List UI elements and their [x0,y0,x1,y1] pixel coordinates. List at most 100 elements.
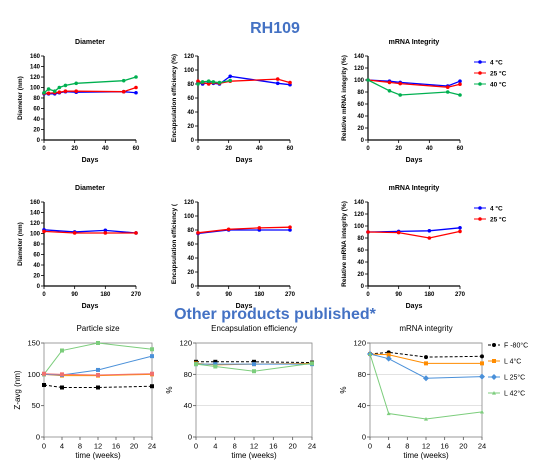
series-5 [42,371,154,377]
x-tick-label: 0 [366,146,370,152]
y-tick-label: 80 [187,228,194,234]
x-tick-label: 20 [459,442,467,451]
data-point [423,375,429,382]
data-point [458,79,462,83]
legend-marker [478,206,482,210]
data-point [72,231,77,235]
data-point [103,231,108,235]
x-tick-label: 4 [213,442,217,451]
data-point [479,373,485,380]
y-tick-label: 100 [27,370,40,379]
y-axis-label: % [165,386,174,393]
y-tick-label: 80 [33,96,40,102]
x-tick-label: 90 [71,292,78,298]
y-axis-label: Encapsulation efficiency ( [171,203,178,284]
data-point [96,385,100,390]
series-line [43,76,137,94]
y-tick-label: 40 [357,114,364,120]
y-tick-label: 20 [33,274,40,280]
y-axis-label: Relative mRNA integrity (%) [341,201,348,287]
legend-label: 4 °C [490,59,503,67]
data-point [206,79,211,83]
x-tick-label: 20 [395,146,402,152]
legend-marker [478,60,482,64]
data-point [213,364,218,369]
x-tick-label: 90 [225,292,232,298]
series-line [43,230,136,234]
data-point [480,409,484,414]
series-4 [194,361,314,374]
data-point [424,355,428,360]
y-tick-label: 80 [357,236,364,242]
y-tick-label: 0 [191,138,195,144]
y-tick-label: 100 [30,86,41,92]
y-tick-label: 120 [179,339,192,348]
x-tick-label: 0 [366,292,370,298]
x-tick-label: 40 [256,146,263,152]
series-line [43,229,137,234]
y-tick-label: 40 [184,401,192,410]
y-tick-label: 60 [187,96,194,102]
chart-6: 0 90 180 270 0 20 40 60 80 100 120 140 mRNA Integrit… [341,185,507,310]
data-point [398,81,403,86]
x-tick-label: 20 [288,442,296,451]
x-tick-label: 4 [387,442,391,451]
data-point [385,355,392,362]
x-axis-label: Days [406,303,423,310]
x-tick-label: 60 [457,146,464,152]
legend-marker [492,391,496,395]
data-point [96,367,100,372]
data-point [96,372,100,377]
y-tick-label: 140 [30,65,41,71]
y-tick-label: 140 [30,211,41,217]
y-axis-label: Diameter (nm) [17,76,24,120]
legend-label: L 4°C [504,358,521,366]
x-tick-label: 4 [60,442,64,451]
x-tick-label: 0 [196,146,200,152]
y-tick-label: 160 [30,54,41,60]
data-point [257,226,262,230]
x-axis-label: time (weeks) [403,451,449,460]
data-point [150,354,154,359]
legend-marker [492,359,496,363]
data-point [217,80,222,85]
chart-title: mRNA Integrity [389,39,440,46]
y-tick-label: 120 [184,54,195,60]
x-tick-label: 20 [130,442,138,451]
x-tick-label: 8 [78,442,82,451]
series-line [43,342,153,375]
legend: 4 °C 25 °C 40 °C [474,59,507,89]
series-line [369,351,483,358]
data-point [226,227,231,232]
x-tick-label: 0 [42,292,46,298]
x-tick-label: 8 [405,442,409,451]
data-point [288,225,292,229]
data-point [424,361,428,366]
y-tick-label: 40 [187,110,194,116]
x-axis-label: time (weeks) [75,451,121,460]
data-point [228,78,232,83]
y-tick-label: 60 [357,248,364,254]
data-point [398,93,403,97]
x-tick-label: 270 [131,292,142,298]
section-subtitle: Other products published* [174,306,376,323]
y-tick-label: 20 [187,270,194,276]
data-point [57,90,62,95]
x-tick-label: 60 [133,146,140,152]
chart-title: Diameter [75,39,105,46]
data-point [427,236,432,240]
y-tick-label: 20 [357,126,364,132]
legend-label: L 42°C [504,390,525,398]
chart-title: mRNA Integrity [389,185,440,192]
legend-label: 4 °C [490,205,503,213]
series-line [197,229,290,235]
data-point [134,90,138,95]
data-point [275,81,280,86]
data-point [74,89,78,93]
data-point [150,347,154,352]
data-point [46,87,51,91]
y-tick-label: 80 [357,90,364,96]
y-axis-label: Z-avg (nm) [13,370,22,409]
data-point [96,341,100,345]
series-line [367,230,461,239]
